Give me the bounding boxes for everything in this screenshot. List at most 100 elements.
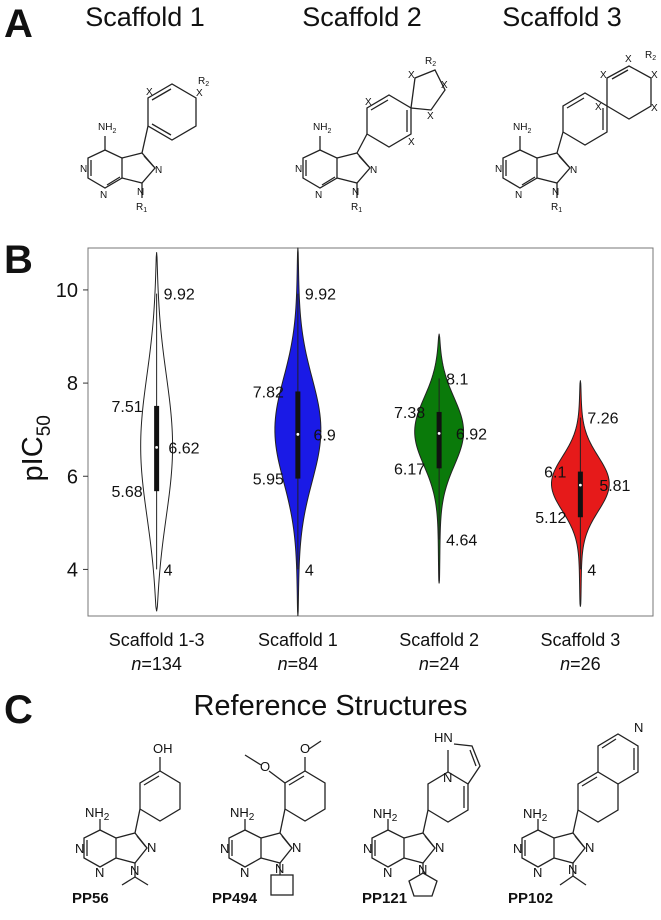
pp56-nh2: NH2: [85, 805, 110, 823]
pp102-n-ring: N: [634, 720, 643, 735]
label-max-1: 9.92: [305, 287, 336, 304]
scaffold-3-title: Scaffold 3: [502, 2, 622, 32]
label-q1-2: 6.17: [394, 461, 425, 478]
count-label-1: n=84: [278, 654, 319, 674]
s2-x-c: X: [408, 70, 415, 81]
s3-r1: R1: [551, 202, 562, 214]
violin-iqr-2: [436, 411, 442, 469]
category-label-1: Scaffold 1: [258, 630, 338, 650]
pp494-nh2: NH2: [230, 805, 255, 823]
pp121-n-b: N: [383, 865, 392, 880]
label-min-1: 4: [305, 562, 314, 579]
panel-a-letter: A: [4, 2, 33, 46]
label-median-2: 6.92: [456, 426, 487, 443]
s3-x-e: X: [595, 102, 602, 113]
scaffold-1-structure: NH2 N N N N X X R2 R1: [80, 76, 209, 214]
violin-chart: 4 6 8 10 pIC50 9.92 7.51 6.62 5.68 4 Scaffold 1-3 n…: [17, 247, 654, 674]
scaffold-3-structure: NH2 N N N N X X X X X R2 R1: [495, 50, 658, 214]
pp494-o-a: O: [260, 759, 270, 774]
pp102-n-c: N: [585, 840, 594, 855]
pp494-o-b: O: [300, 741, 310, 756]
pp121-n-ring: N: [443, 770, 452, 785]
s2-n-d: N: [352, 187, 359, 198]
s3-x-a: X: [600, 70, 607, 81]
y-tick-label-2: 8: [67, 373, 78, 395]
label-max-2: 8.1: [446, 371, 468, 388]
s1-x-b: X: [196, 88, 203, 99]
pp494-structure: NH2 O O N N N N: [220, 740, 326, 896]
y-axis-label: pIC50: [17, 415, 55, 481]
pp102-n-b: N: [533, 865, 542, 880]
pp56-oh: OH: [153, 741, 173, 756]
category-label-2: Scaffold 2: [399, 630, 479, 650]
s2-n-b: N: [315, 190, 322, 201]
violin-median-2: [437, 431, 441, 435]
pp56-n-a: N: [75, 841, 84, 856]
y-tick-label-1: 6: [67, 466, 78, 488]
label-q3-2: 7.38: [394, 405, 425, 422]
s2-x-b: X: [408, 137, 415, 148]
pp102-n-d: N: [568, 862, 577, 877]
y-tick-label-0: 4: [67, 559, 78, 581]
s1-x-a: X: [146, 87, 153, 98]
pp494-n-a: N: [220, 841, 229, 856]
s1-n-a: N: [80, 164, 87, 175]
label-median-0: 6.62: [168, 440, 199, 457]
violin-iqr-3: [577, 471, 583, 518]
s2-n-c: N: [370, 165, 377, 176]
pp56-structure: NH2 OH N N N N: [75, 741, 181, 886]
s1-r2: R2: [198, 76, 209, 88]
s3-nh2: NH2: [513, 122, 531, 135]
pp121-n-c: N: [435, 840, 444, 855]
count-label-2: n=24: [419, 654, 460, 674]
s2-x-e: X: [427, 111, 434, 122]
pp494-n-c: N: [292, 840, 301, 855]
category-label-0: Scaffold 1-3: [109, 630, 205, 650]
s3-x-d: X: [651, 103, 658, 114]
scaffold-2-structure: NH2 N N N N X X X X X R2 R1: [295, 56, 448, 214]
s1-n-b: N: [100, 190, 107, 201]
pp102-nh2: NH2: [523, 806, 548, 824]
s1-r1: R1: [136, 202, 147, 214]
pp121-structure: NH2 HN N N N N N: [363, 730, 481, 897]
s2-r2: R2: [425, 56, 436, 68]
pp121-label: PP121: [362, 890, 408, 907]
pp121-n-d: N: [418, 862, 427, 877]
s1-n-d: N: [137, 187, 144, 198]
violin-median-3: [578, 483, 582, 487]
pp494-label: PP494: [212, 890, 258, 907]
s2-n-a: N: [295, 164, 302, 175]
category-label-3: Scaffold 3: [541, 630, 621, 650]
pp121-n-a: N: [363, 841, 372, 856]
y-tick-label-3: 10: [56, 280, 78, 302]
s2-nh2: NH2: [313, 122, 331, 135]
s3-x-b: X: [625, 54, 632, 65]
pp56-label: PP56: [72, 890, 109, 907]
pp121-hn: HN: [434, 730, 453, 745]
s3-r2: R2: [645, 50, 656, 62]
pp494-n-d: N: [275, 861, 284, 876]
violin-median-0: [155, 445, 159, 449]
pp56-n-d: N: [130, 863, 139, 878]
count-label-3: n=26: [560, 654, 601, 674]
label-q1-3: 5.12: [535, 510, 566, 527]
label-q3-1: 7.82: [253, 384, 284, 401]
s1-nh2: NH2: [98, 122, 116, 135]
s3-x-c: X: [651, 70, 658, 81]
panel-b-letter: B: [4, 238, 33, 282]
label-q3-0: 7.51: [111, 399, 142, 416]
reference-structures-title: Reference Structures: [193, 690, 468, 722]
s3-n-d: N: [552, 187, 559, 198]
s3-n-b: N: [515, 190, 522, 201]
label-median-3: 5.81: [599, 478, 630, 495]
label-q1-1: 5.95: [253, 472, 284, 489]
label-min-3: 4: [587, 562, 596, 579]
count-label-0: n=134: [131, 654, 182, 674]
label-median-1: 6.9: [314, 427, 336, 444]
label-q3-3: 6.1: [544, 465, 566, 482]
pp102-label: PP102: [508, 890, 554, 907]
violin-median-1: [296, 432, 300, 436]
pp102-structure: NH2 N N N N N: [513, 720, 643, 886]
s2-r1: R1: [351, 202, 362, 214]
s3-n-c: N: [570, 165, 577, 176]
